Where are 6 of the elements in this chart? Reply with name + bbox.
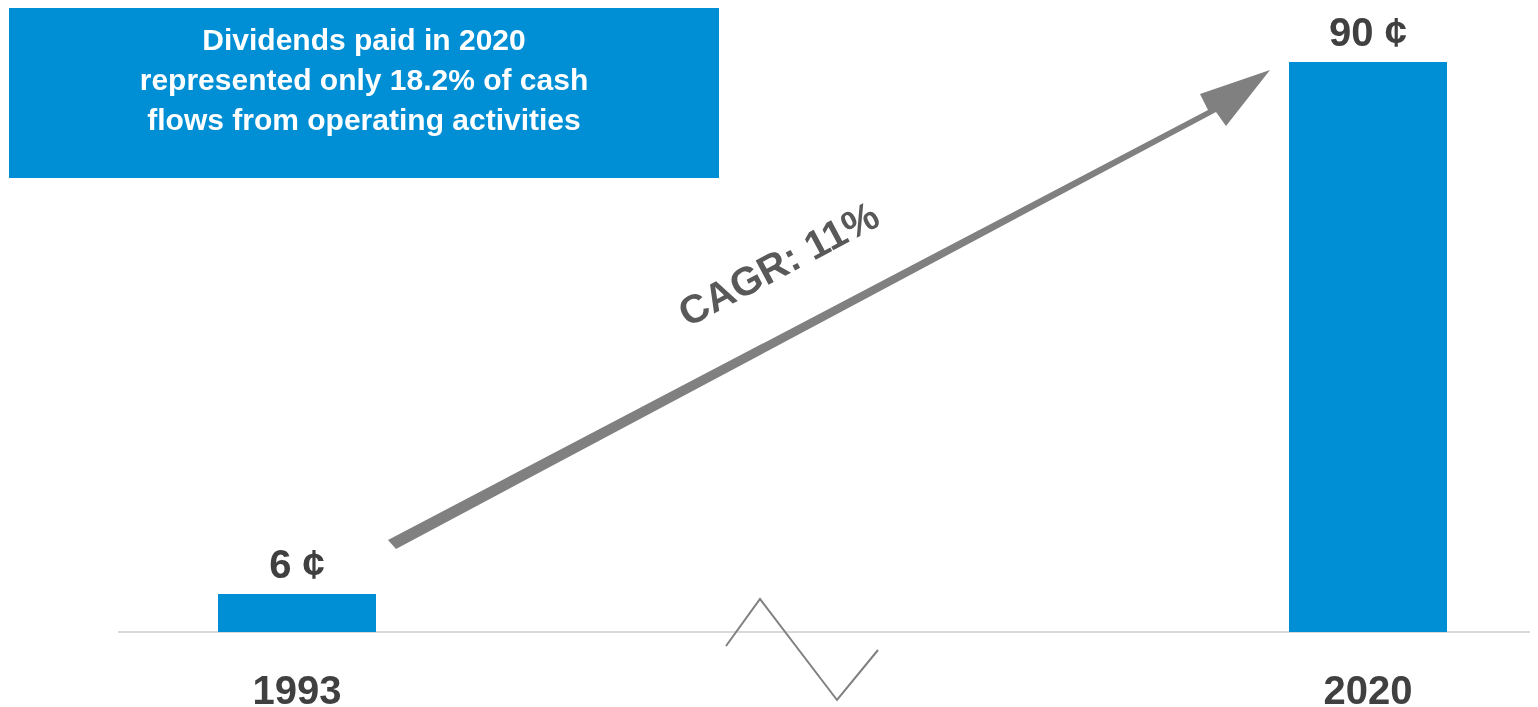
- data-label: 90 ¢: [1329, 10, 1407, 54]
- text-box: Dividends paid in 2020 represented only 18.2% of cash flows from operating activities: [9, 8, 719, 178]
- x-tick-label: 1993: [252, 668, 342, 707]
- annotation: Dividends paid in 2020 represented only 18.2% of cash flows from operating activities: [139, 23, 589, 136]
- x-tick-label: 2020: [1323, 668, 1413, 707]
- data-label: 6 ¢: [269, 542, 325, 586]
